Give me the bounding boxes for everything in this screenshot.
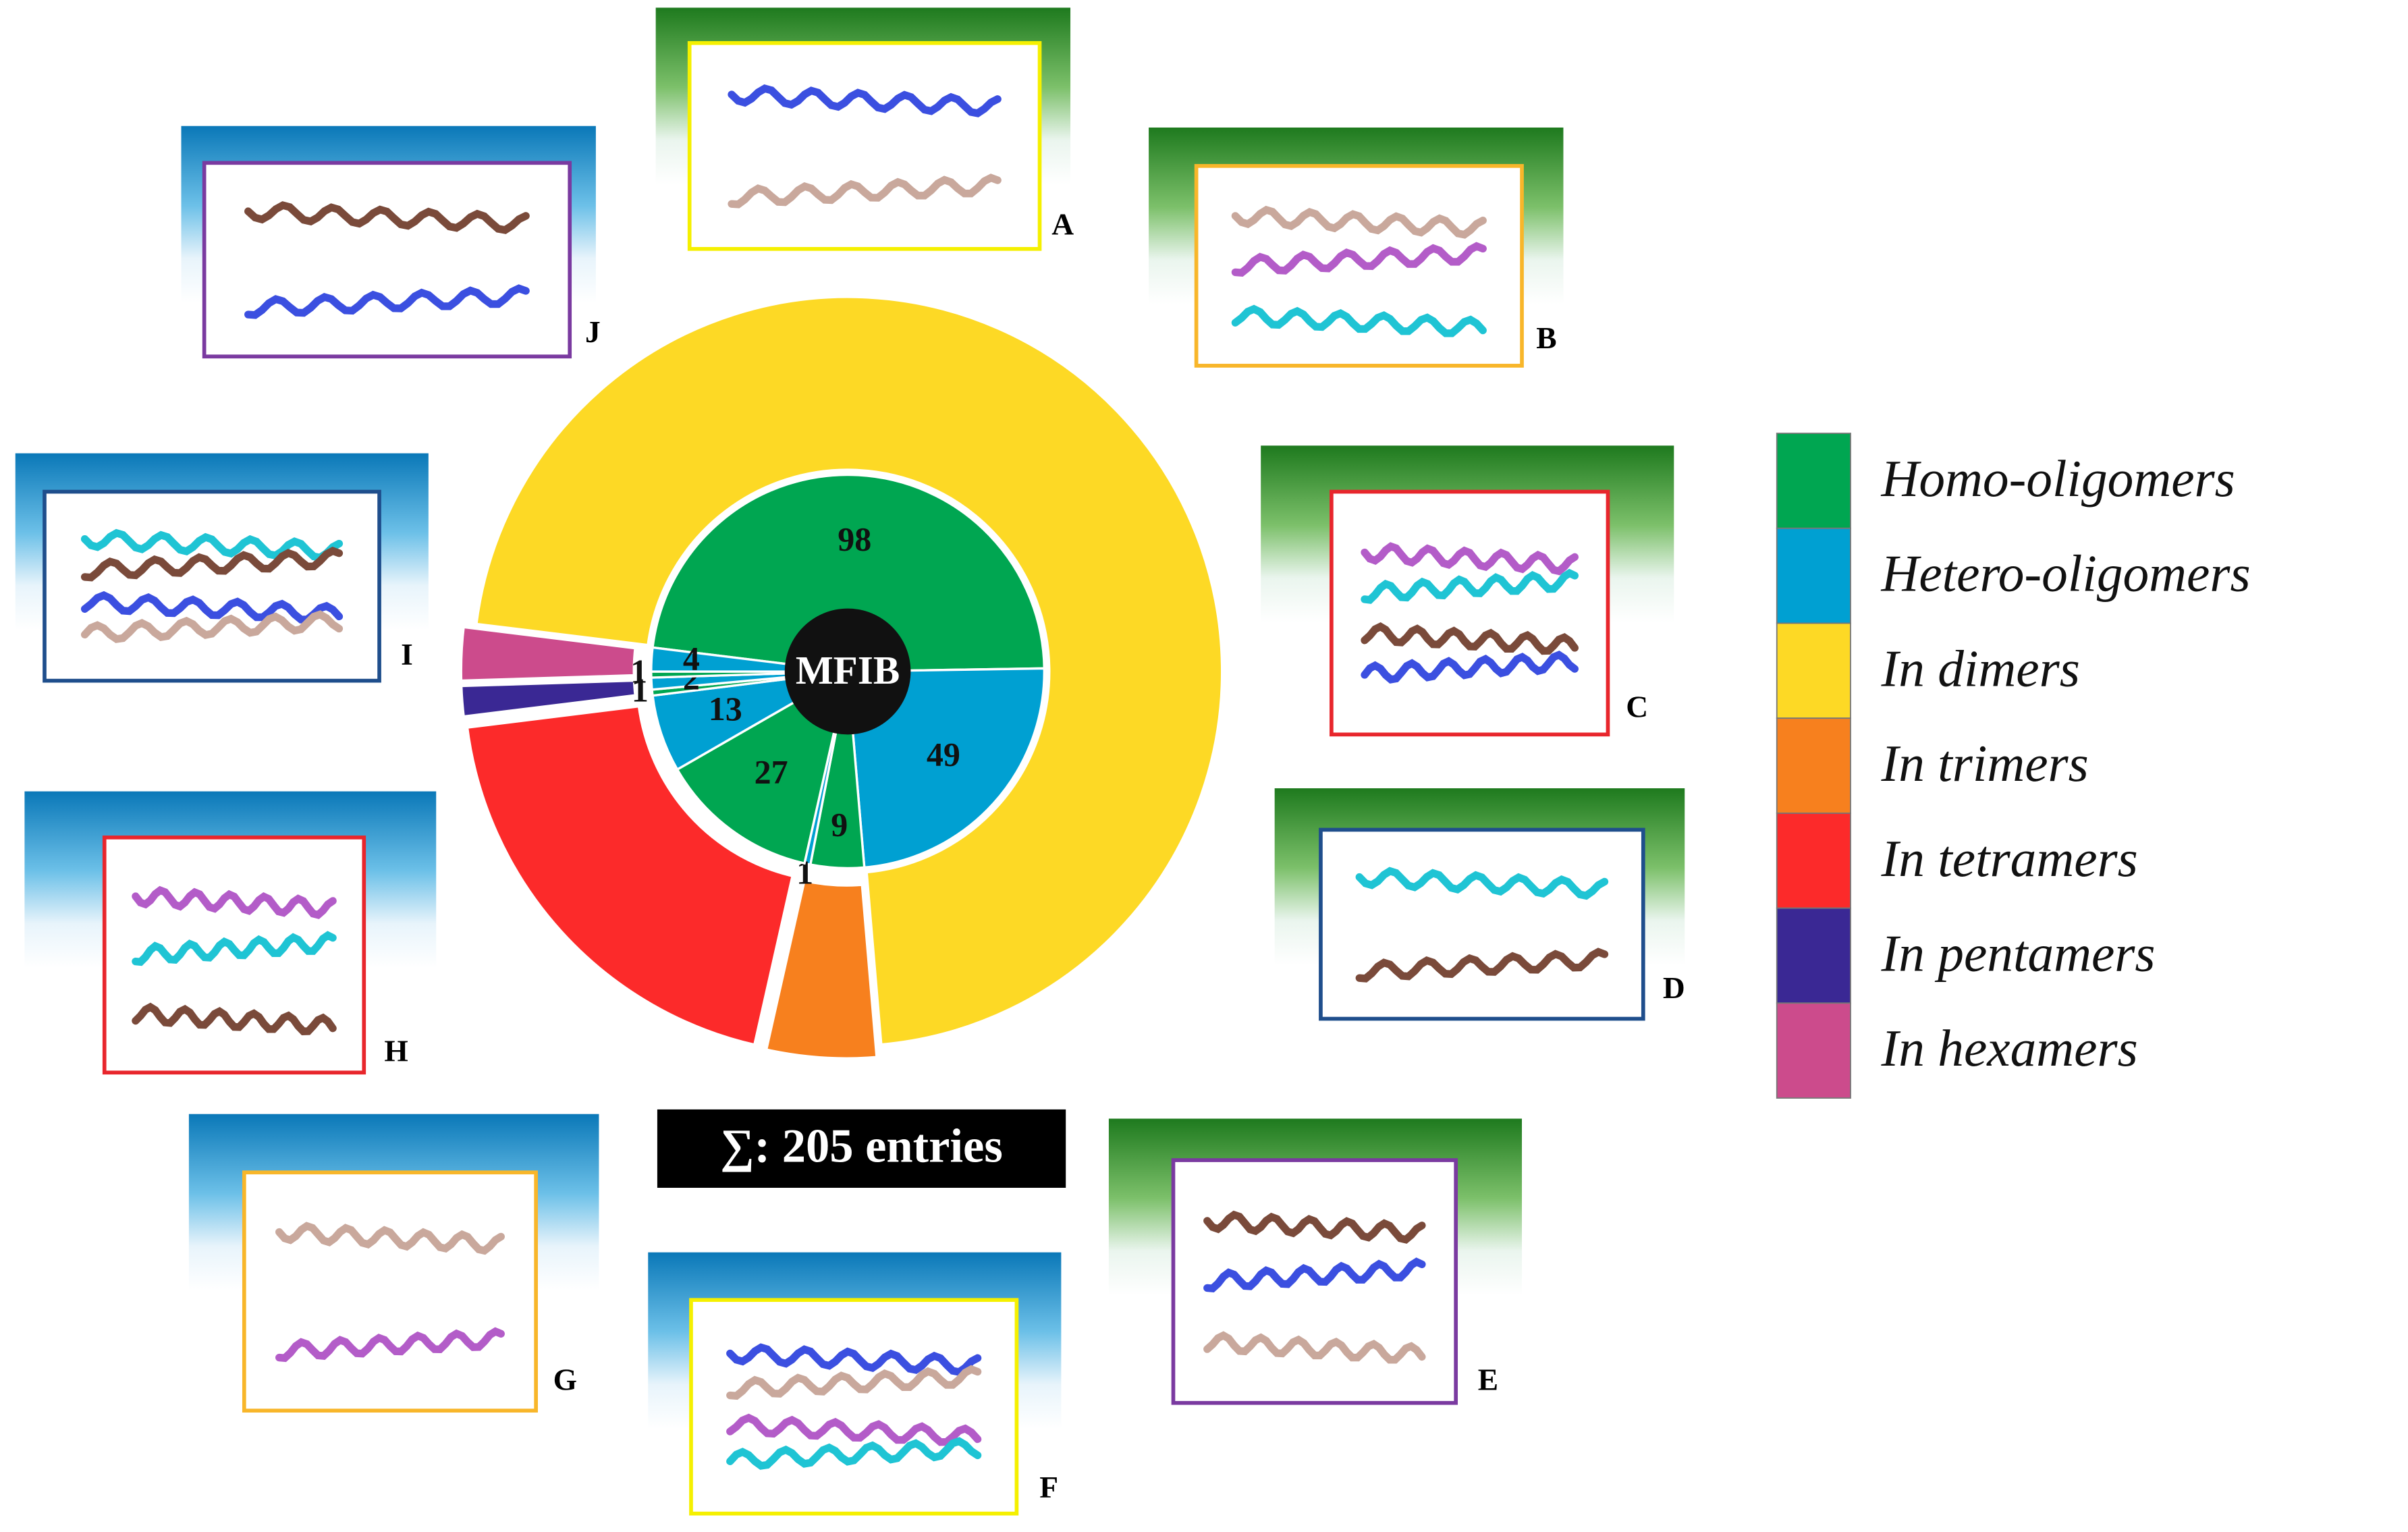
ribbon [80,547,344,582]
slice-label: 1 [630,652,647,690]
total-box [657,1109,1066,1188]
slice-label: 9 [831,805,848,843]
ribbon [80,610,344,643]
panel-label: J [585,314,601,349]
ribbon [80,591,344,624]
ribbon [1231,205,1487,239]
legend-swatch [1776,717,1851,814]
outer-slice [462,701,798,1051]
ribbon [726,1413,982,1446]
ribbon [728,84,1002,117]
panel-frame [1330,489,1610,737]
legend-label: Homo-oligomers [1881,449,2235,508]
ribbon [1361,568,1579,604]
ribbon [726,1437,982,1470]
ribbon [1361,542,1579,576]
ribbon [275,1222,505,1255]
ribbon [275,1327,505,1363]
legend: Homo-oligomers Hetero-oligomers In dimers I… [1776,433,2251,1099]
ribbon [728,173,1002,209]
ribbon [1355,867,1609,900]
legend-swatch [1776,1002,1851,1099]
legend-label: In dimers [1881,639,2080,697]
panel-frame [687,40,1042,251]
panel-frame [43,489,381,683]
panel-label: H [384,1033,408,1068]
ribbon [1203,1257,1426,1293]
panel-label: F [1039,1470,1058,1504]
panel-label: I [401,637,413,672]
total-label: ∑: 205 entries [720,1120,1002,1173]
outer-slice [456,622,641,686]
panel-label: C [1626,689,1648,723]
panel-label: A [1051,207,1074,241]
legend-label: In trimers [1881,734,2089,792]
slice-label: 27 [755,753,788,790]
center-disc [784,608,911,735]
panel-label: B [1536,321,1556,355]
legend-swatch [1776,527,1851,624]
ribbon [1361,650,1579,684]
slice-label: 13 [709,690,742,728]
outer-slice [760,875,882,1064]
slice-label: 49 [927,736,960,773]
legend-label: In hexamers [1881,1019,2138,1077]
legend-swatch [1776,812,1851,909]
legend-swatch [1776,433,1851,529]
ribbon [726,1365,982,1400]
panel-label: D [1663,970,1685,1005]
panel-label: G [553,1363,577,1397]
center-label: MFIB [796,648,900,692]
slice-label: 4 [683,639,700,677]
ribbon [1231,304,1487,337]
ribbon [1203,1210,1426,1244]
slice-label: 98 [838,520,871,557]
ribbon [1355,948,1609,983]
legend-swatch [1776,907,1851,1004]
ribbon [726,1343,982,1377]
outer-slice [470,292,1228,1050]
sunburst: 98499127131214 [456,292,1228,1064]
ribbon [244,201,530,234]
legend-label: In pentamers [1881,924,2156,982]
legend-label: Hetero-oligomers [1881,545,2251,603]
ribbon [132,1002,337,1035]
ribbon [1231,242,1487,277]
structure-panels: A B C D E F G H I J [15,7,1685,1516]
ribbon [132,885,337,919]
ribbon [244,284,530,319]
panel-frame [242,1170,538,1413]
ribbon [132,931,337,966]
ribbon [1203,1331,1426,1364]
ribbon [80,528,344,562]
panel-frame [689,1298,1019,1516]
panel-frame [1319,827,1645,1021]
legend-swatch [1776,622,1851,719]
ribbon [1361,622,1579,655]
panel-label: E [1478,1363,1498,1397]
legend-label: In tetramers [1881,829,2138,887]
panel-frame [202,161,572,359]
